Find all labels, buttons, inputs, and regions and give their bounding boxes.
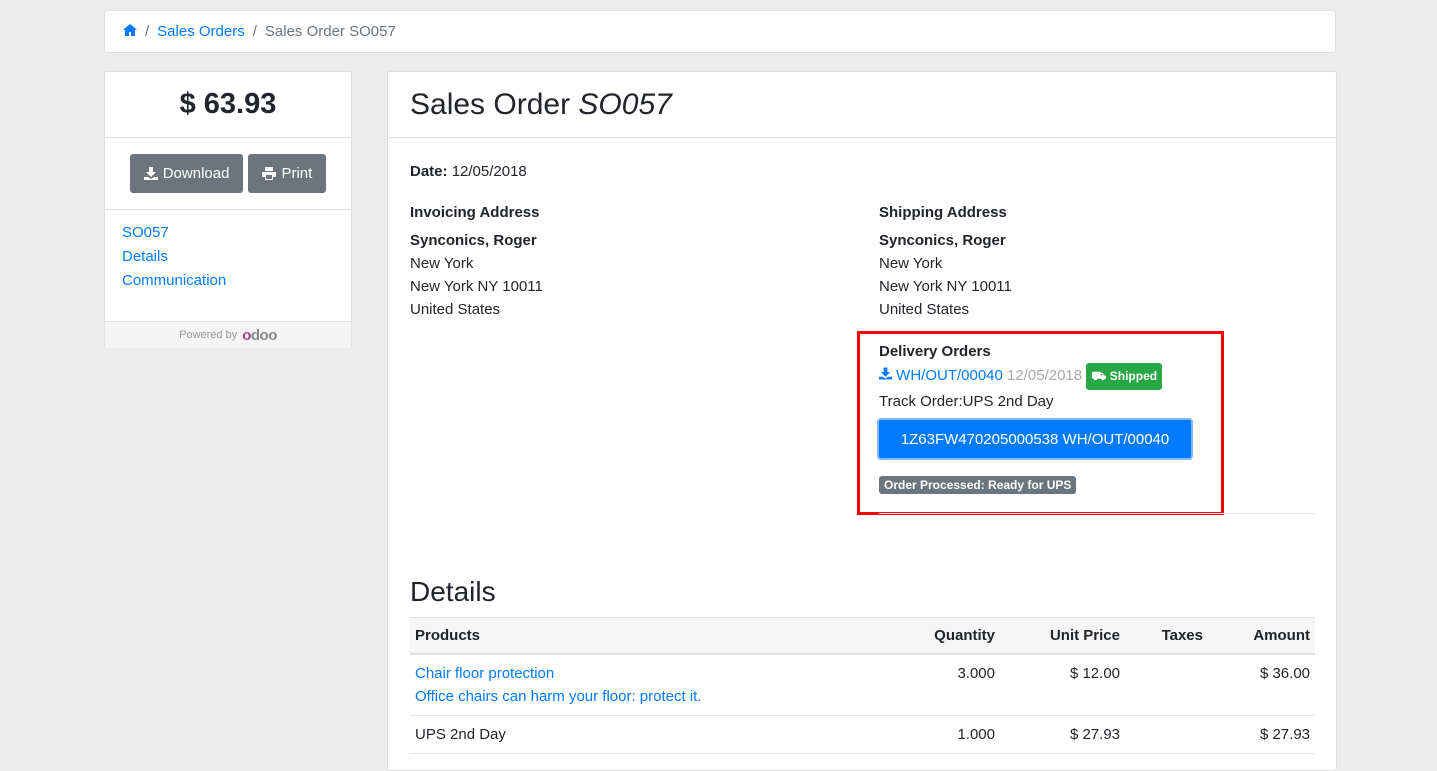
delivery-ref: WH/OUT/00040 — [896, 367, 1003, 384]
delivery-heading: Delivery Orders — [879, 343, 991, 360]
date-label: Date: — [410, 163, 448, 180]
shipping-heading: Shipping Address — [879, 204, 1007, 221]
print-button[interactable]: Print — [248, 154, 327, 193]
invoicing-name: Synconics, Roger — [410, 232, 537, 249]
title-ref: SO057 — [578, 87, 672, 121]
track-order-label: Track Order:UPS 2nd Day — [879, 393, 1054, 410]
product-description[interactable]: Office chairs can harm your floor: prote… — [415, 687, 702, 705]
breadcrumb-current: Sales Order SO057 — [264, 23, 396, 40]
breadcrumb-separator: / — [145, 23, 150, 40]
taxes — [1125, 715, 1208, 754]
invoicing-address: Invoicing Address Synconics, Roger New Y… — [410, 201, 543, 321]
quantity: 3.000 — [890, 653, 1000, 716]
tracking-button[interactable]: 1Z63FW470205000538 WH/OUT/00040 — [877, 418, 1193, 460]
quantity: 1.000 — [890, 715, 1000, 754]
breadcrumb: / Sales Orders / Sales Order SO057 — [104, 10, 1336, 53]
details-heading: Details — [410, 576, 496, 607]
taxes — [1125, 653, 1208, 716]
powered-by: Powered by — [179, 329, 238, 341]
download-button[interactable]: Download — [129, 154, 244, 193]
address-line: New York NY 10011 — [879, 278, 1012, 295]
nav-link-so057[interactable]: SO057 — [122, 224, 169, 241]
order-panel: Sales Order SO057 Date: 12/05/2018 Invoi… — [387, 71, 1337, 771]
col-amount: Amount — [1208, 617, 1315, 655]
home-icon[interactable] — [123, 23, 137, 40]
download-label: Download — [162, 165, 230, 182]
breadcrumb-separator: / — [252, 23, 257, 40]
delivery-order-link[interactable]: WH/OUT/00040 — [879, 367, 1003, 384]
invoicing-heading: Invoicing Address — [410, 204, 540, 221]
odoo-logo[interactable]: odoo — [242, 326, 277, 344]
col-products: Products — [410, 617, 890, 655]
address-line: New York — [410, 255, 474, 272]
date-value: 12/05/2018 — [451, 163, 527, 180]
nav-link-communication[interactable]: Communication — [122, 272, 227, 289]
nav-link-details[interactable]: Details — [122, 248, 168, 265]
table-row: UPS 2nd Day 1.000 $ 27.93 $ 27.93 — [410, 715, 1315, 754]
address-line: United States — [410, 301, 501, 318]
status-badge: ⛟ Shipped — [1086, 363, 1163, 390]
title-prefix: Sales Order — [410, 87, 571, 121]
breadcrumb-sales-orders[interactable]: Sales Orders — [157, 23, 245, 40]
col-unit-price: Unit Price — [1000, 617, 1125, 655]
page-title: Sales Order SO057 — [388, 72, 1336, 138]
col-quantity: Quantity — [890, 617, 1000, 655]
shipping-address: Shipping Address Synconics, Roger New Yo… — [879, 201, 1012, 321]
delivery-date: 12/05/2018 — [1007, 367, 1083, 384]
unit-price: $ 12.00 — [1000, 653, 1125, 716]
col-taxes: Taxes — [1125, 617, 1208, 655]
divider — [879, 513, 1315, 514]
amount: $ 27.93 — [1208, 715, 1315, 754]
table-row: Chair floor protection Office chairs can … — [410, 653, 1315, 716]
print-label: Print — [281, 165, 313, 182]
product-name: UPS 2nd Day — [410, 715, 890, 754]
product-link[interactable]: Chair floor protection — [415, 664, 555, 682]
download-icon — [143, 167, 158, 180]
delivery-orders: Delivery Orders WH/OUT/00040 12/05/2018 … — [879, 340, 1163, 413]
address-line: United States — [879, 301, 970, 318]
address-line: New York NY 10011 — [410, 278, 543, 295]
truck-icon: ⛟ — [1091, 369, 1107, 383]
address-line: New York — [879, 255, 943, 272]
order-total: $ 63.93 — [105, 72, 351, 138]
unit-price: $ 27.93 — [1000, 715, 1125, 754]
processed-badge: Order Processed: Ready for UPS — [879, 476, 1077, 494]
order-lines-table: Products Quantity Unit Price Taxes Amoun… — [410, 617, 1315, 754]
print-icon — [262, 167, 277, 180]
sidebar: $ 63.93 Download Print SO057 Details Com… — [104, 71, 352, 348]
amount: $ 36.00 — [1208, 653, 1315, 716]
download-icon — [879, 367, 892, 380]
shipping-name: Synconics, Roger — [879, 232, 1006, 249]
status-label: Shipped — [1109, 369, 1158, 383]
